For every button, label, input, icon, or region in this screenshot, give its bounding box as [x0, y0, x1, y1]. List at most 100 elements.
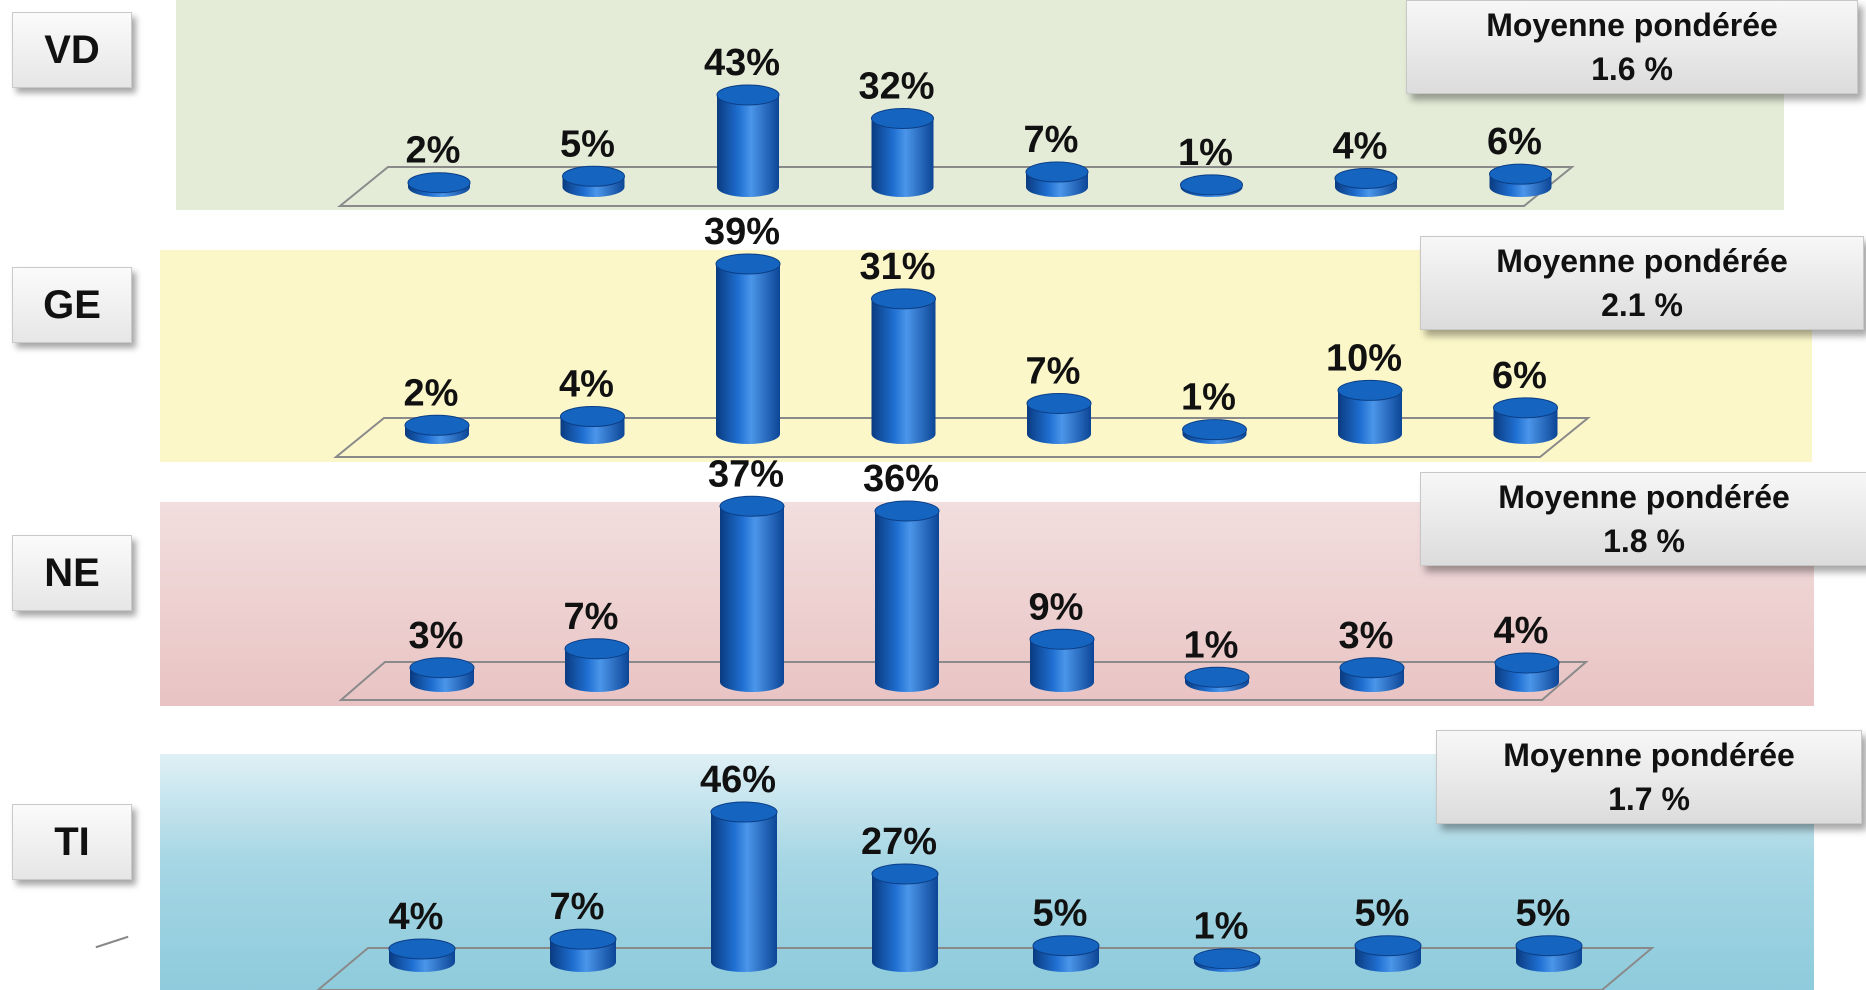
- weighted-average-box: Moyenne pondérée 2.1 %: [1420, 236, 1864, 330]
- weighted-average-box: Moyenne pondérée 1.7 %: [1436, 730, 1862, 824]
- bar: [407, 172, 471, 197]
- bar: [1029, 628, 1095, 692]
- data-label: 37%: [708, 453, 784, 495]
- bar-chart-ti: 4% 7% 46% 27% 5% 1% 5% 5%: [316, 759, 1655, 990]
- bar: [1337, 379, 1403, 444]
- bar-cap: [1029, 628, 1095, 650]
- bar: [1180, 174, 1243, 197]
- bar: [549, 928, 617, 972]
- bar: [710, 801, 778, 972]
- data-label: 46%: [700, 759, 776, 801]
- bar: [562, 165, 625, 197]
- bar-cap: [1515, 935, 1583, 957]
- bar-body: [871, 118, 934, 197]
- data-label: 2%: [404, 372, 459, 414]
- weighted-average-box: Moyenne pondérée 1.8 %: [1420, 472, 1866, 566]
- panel-ne: NE 3% 7% 37% 36% 9% 1% 3% 4% Moyenne pondérée 1…: [0, 453, 1866, 708]
- bar-cap: [1180, 174, 1243, 196]
- panel-ge: GE 2% 4% 39% 31% 7% 1% 10% 6% Moyenne pondérée …: [0, 211, 1866, 462]
- bar: [715, 253, 781, 444]
- bar-body: [716, 263, 780, 444]
- bar: [1193, 948, 1261, 972]
- bar-body: [717, 94, 779, 197]
- bar-cap: [871, 108, 934, 130]
- data-label: 5%: [1516, 893, 1571, 935]
- bar: [719, 495, 785, 692]
- data-label: 4%: [559, 364, 614, 406]
- bar-cap: [1339, 657, 1405, 679]
- weighted-average-title: Moyenne pondérée: [1486, 7, 1778, 43]
- bar: [1354, 935, 1422, 972]
- bar: [1515, 935, 1583, 972]
- bar-cap: [1026, 392, 1092, 414]
- bar-cap: [549, 928, 617, 950]
- bar-cap: [1184, 666, 1250, 688]
- data-label: 7%: [550, 886, 605, 928]
- bar: [404, 414, 470, 444]
- bar: [1493, 397, 1558, 444]
- bar-body: [1027, 403, 1091, 444]
- weighted-average-value: 1.8 %: [1603, 523, 1685, 559]
- data-label: 9%: [1029, 586, 1084, 628]
- weighted-average-value: 1.7 %: [1608, 781, 1690, 817]
- data-label: 5%: [1355, 893, 1410, 935]
- data-label: 27%: [861, 821, 937, 863]
- data-label: 6%: [1492, 355, 1547, 397]
- chart-floor: [316, 947, 1655, 990]
- bar-cap: [562, 165, 625, 187]
- data-label: 6%: [1487, 121, 1542, 163]
- region-label: TI: [12, 804, 132, 880]
- bar-cap: [409, 657, 475, 679]
- data-label: 39%: [704, 211, 780, 253]
- bar-body: [1338, 390, 1402, 444]
- region-code: NE: [44, 550, 100, 595]
- region-code: TI: [54, 819, 90, 864]
- weighted-average-value: 2.1 %: [1601, 287, 1683, 323]
- bar-cap: [1025, 161, 1089, 183]
- bar-cap: [1494, 652, 1560, 674]
- data-label: 1%: [1178, 132, 1233, 174]
- bar: [409, 657, 475, 692]
- data-label: 4%: [1494, 610, 1549, 652]
- bar-cap: [1493, 397, 1558, 419]
- bar-cap: [719, 495, 785, 517]
- panel-ti: TI 4% 7% 46% 27% 5% 1% 5% 5% Moyenne pondérée 1…: [0, 730, 1866, 990]
- bar: [871, 108, 934, 197]
- data-label: 43%: [704, 42, 780, 84]
- bar-cap: [874, 500, 940, 522]
- bar-chart-ne: 3% 7% 37% 36% 9% 1% 3% 4%: [338, 453, 1589, 701]
- weighted-average-title: Moyenne pondérée: [1498, 479, 1790, 515]
- data-label: 1%: [1194, 906, 1249, 948]
- weighted-average-title: Moyenne pondérée: [1496, 243, 1788, 279]
- data-label: 4%: [389, 896, 444, 938]
- bar: [388, 938, 456, 972]
- data-label: 36%: [863, 458, 939, 500]
- bar-chart-ge: 2% 4% 39% 31% 7% 1% 10% 6%: [333, 211, 1591, 458]
- bar-cap: [1334, 167, 1398, 189]
- region-label: GE: [12, 267, 132, 343]
- bar-cap: [716, 84, 780, 106]
- bar-cap: [388, 938, 456, 960]
- bar-body: [720, 506, 784, 692]
- bar: [560, 406, 625, 444]
- bar-chart-vd: 2% 5% 43% 32% 7% 1% 4% 6%: [337, 42, 1575, 207]
- bar-cap: [1354, 935, 1422, 957]
- data-label: 31%: [859, 246, 935, 288]
- data-label: 5%: [1033, 893, 1088, 935]
- weighted-average-title: Moyenne pondérée: [1503, 737, 1795, 773]
- panel-vd: VD 2% 5% 43% 32% 7% 1% 4% 6% Moyenne pondérée 1…: [0, 0, 1866, 210]
- data-label: 3%: [1339, 615, 1394, 657]
- bar: [1025, 161, 1089, 197]
- bar: [1339, 657, 1405, 692]
- bar-body: [871, 298, 936, 444]
- bar-cap: [1337, 379, 1403, 401]
- data-label: 7%: [1024, 119, 1079, 161]
- bar: [1494, 652, 1560, 692]
- region-code: VD: [44, 27, 100, 72]
- data-label: 32%: [858, 66, 934, 108]
- bar-cap: [407, 172, 471, 194]
- bar: [871, 288, 936, 444]
- bar: [1489, 163, 1552, 197]
- data-label: 5%: [560, 123, 615, 165]
- region-code: GE: [43, 282, 101, 327]
